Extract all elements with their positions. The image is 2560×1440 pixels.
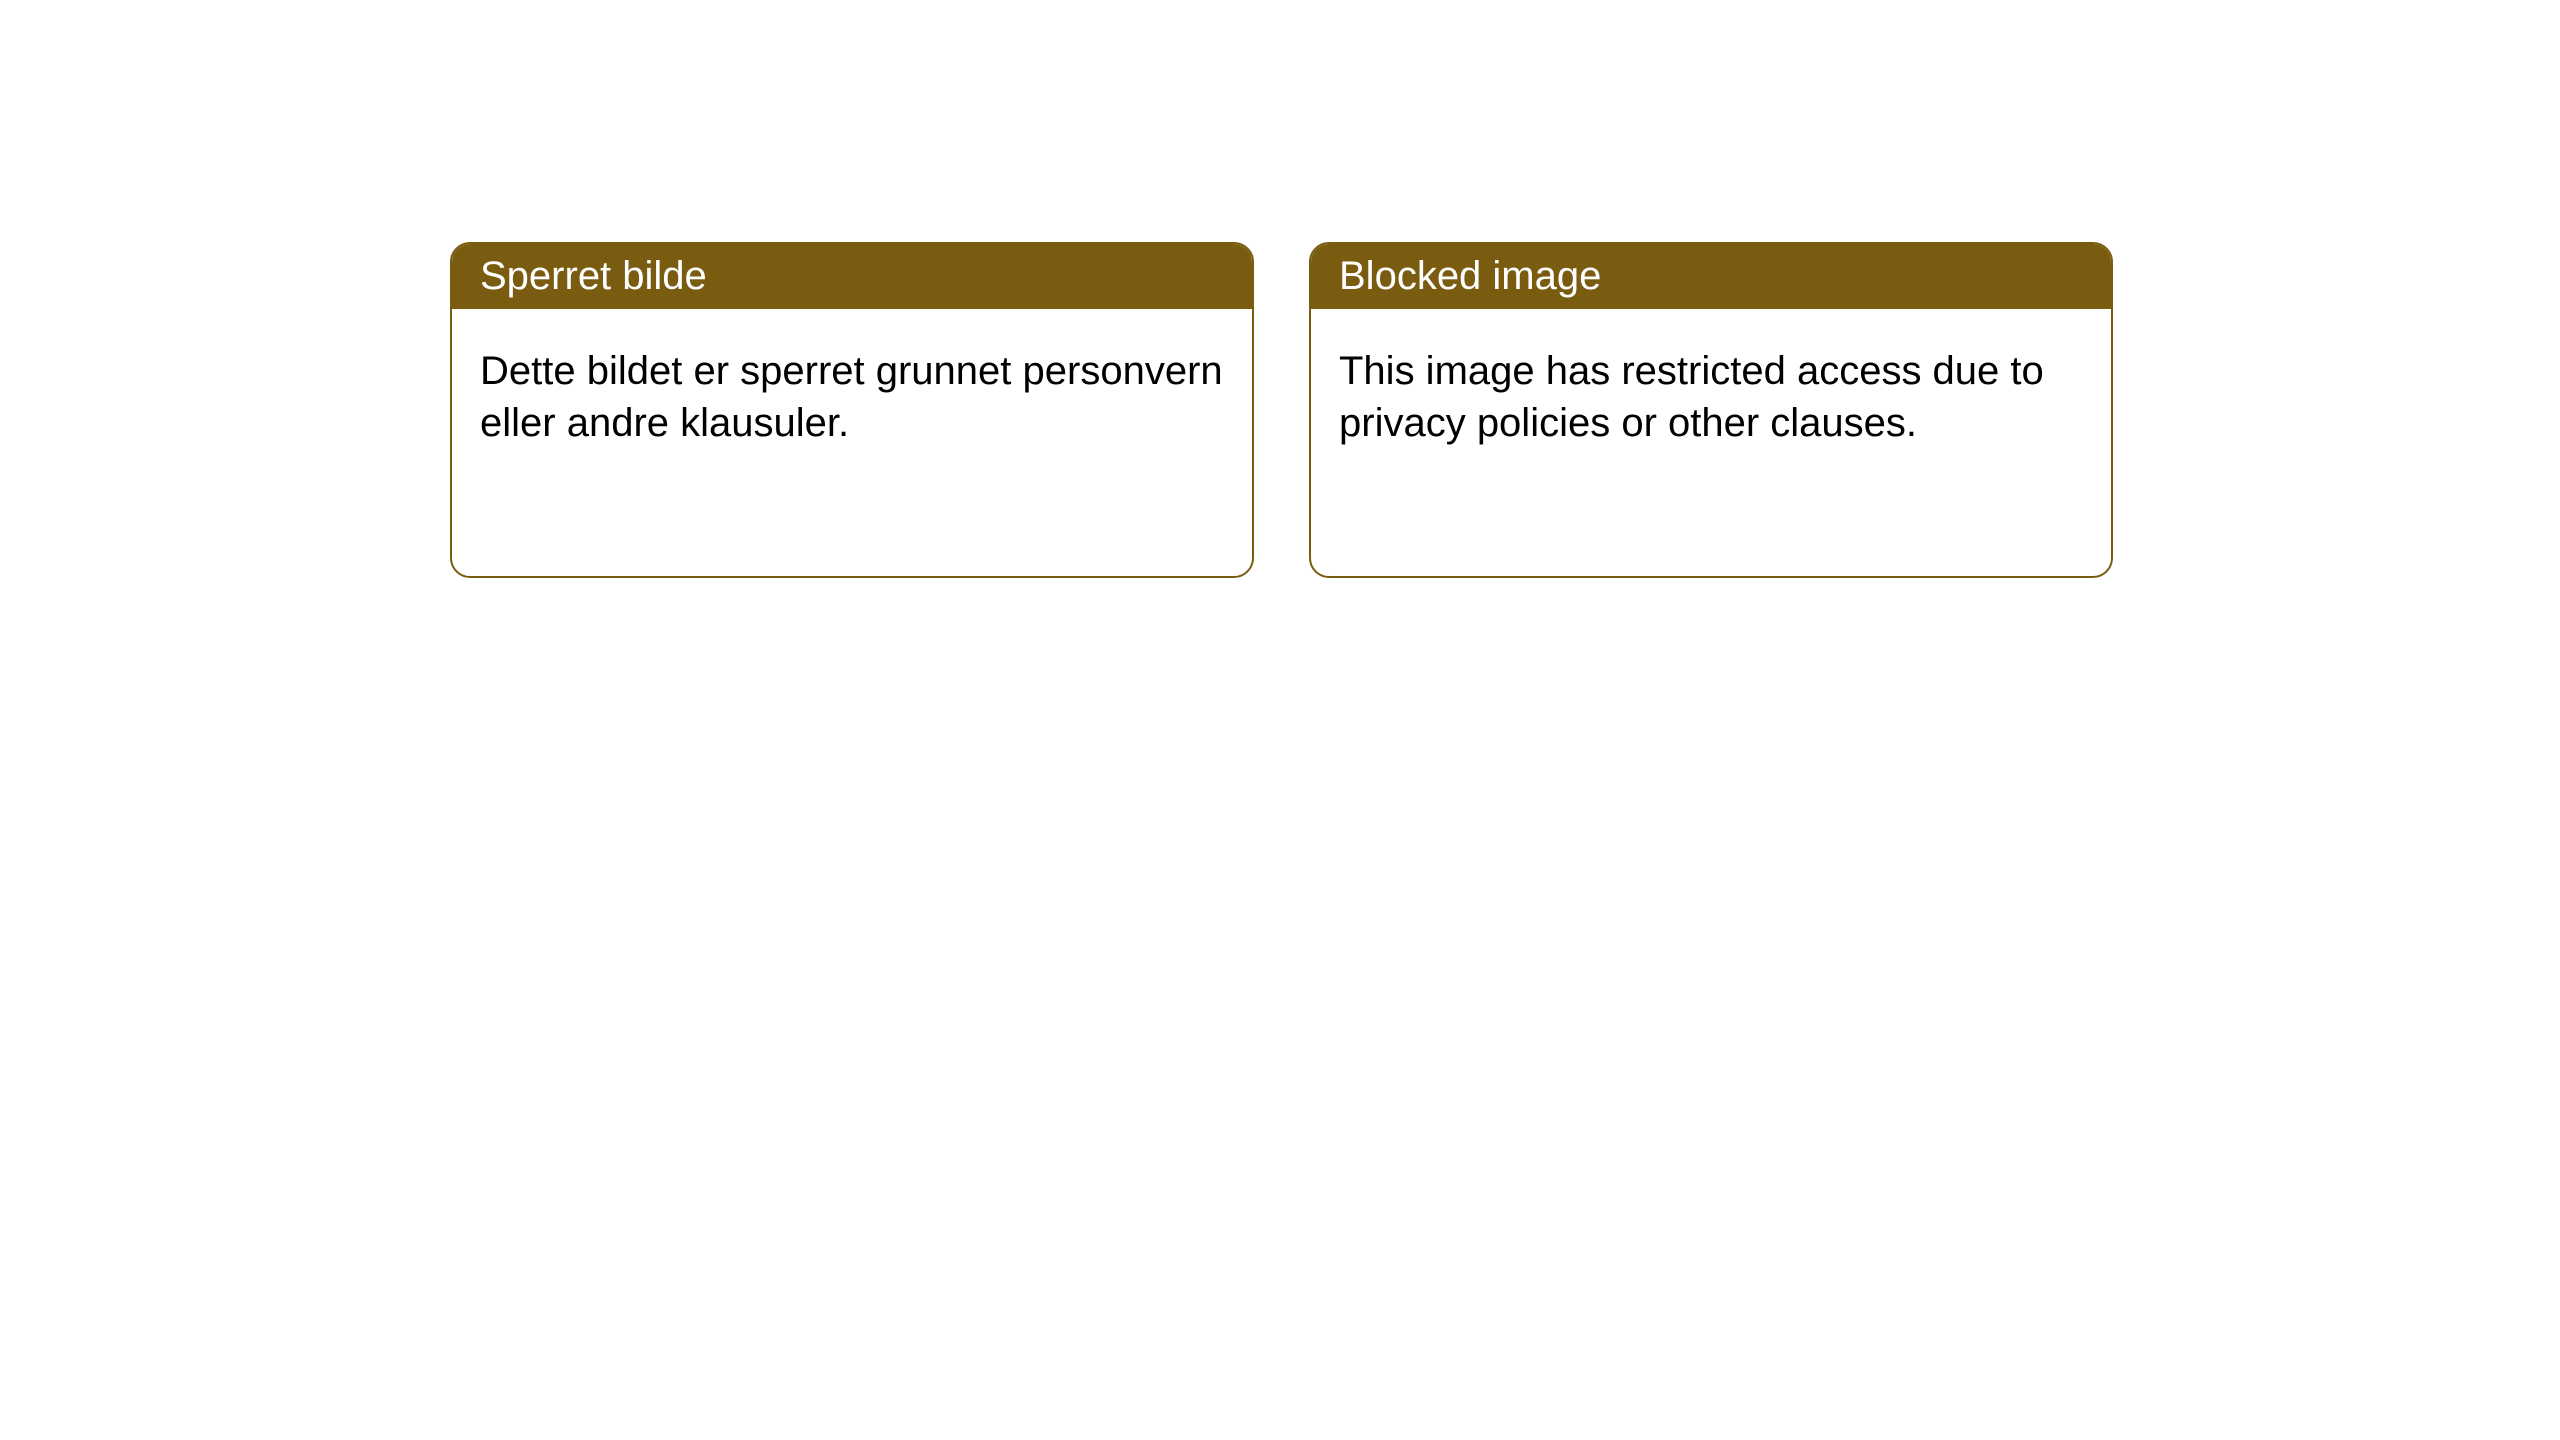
notice-cards-container: Sperret bilde Dette bildet er sperret gr… xyxy=(0,0,2560,578)
blocked-image-card-en: Blocked image This image has restricted … xyxy=(1309,242,2113,578)
blocked-image-card-no: Sperret bilde Dette bildet er sperret gr… xyxy=(450,242,1254,578)
card-title: Blocked image xyxy=(1339,254,1601,298)
card-title: Sperret bilde xyxy=(480,254,707,298)
card-header: Blocked image xyxy=(1311,244,2111,309)
card-header: Sperret bilde xyxy=(452,244,1252,309)
card-body: Dette bildet er sperret grunnet personve… xyxy=(452,309,1252,485)
card-body-text: Dette bildet er sperret grunnet personve… xyxy=(480,349,1223,445)
card-body-text: This image has restricted access due to … xyxy=(1339,349,2044,445)
card-body: This image has restricted access due to … xyxy=(1311,309,2111,485)
